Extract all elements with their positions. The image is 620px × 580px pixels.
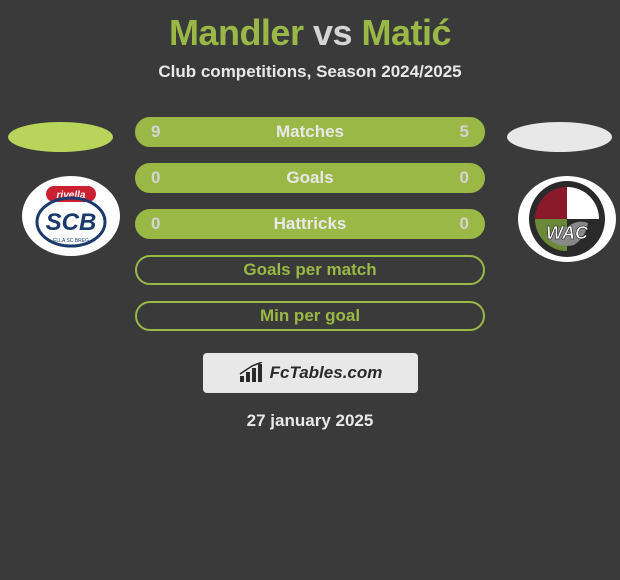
title-player2: Matić [362,12,452,53]
stat-left-value: 9 [151,122,160,142]
stat-right-value: 0 [460,214,469,234]
stat-label: Goals per match [243,260,376,280]
stat-row-min-per-goal: Min per goal [135,301,485,331]
stat-row-goals-per-match: Goals per match [135,255,485,285]
player2-club-logo: WAC [518,176,616,262]
subtitle: Club competitions, Season 2024/2025 [0,62,620,82]
svg-text:ELLA SC BREG: ELLA SC BREG [53,238,89,244]
stat-row-hattricks: 0 Hattricks 0 [135,209,485,239]
wac-logo-icon: WAC [524,179,610,259]
stat-label: Goals [286,168,333,188]
svg-text:SCB: SCB [46,209,97,236]
comparison-card: Mandler vs Matić Club competitions, Seas… [0,0,620,431]
player1-badge [8,122,113,152]
stat-label: Min per goal [260,306,360,326]
stat-right-value: 5 [460,122,469,142]
stat-right-value: 0 [460,168,469,188]
date-text: 27 january 2025 [0,411,620,431]
svg-text:WAC: WAC [546,223,589,243]
scb-logo-icon: rivella SCB ELLA SC BREG [32,182,110,250]
stat-label: Hattricks [274,214,347,234]
stat-left-value: 0 [151,214,160,234]
stats-list: 9 Matches 5 0 Goals 0 0 Hattricks 0 Goal… [135,117,485,331]
title-player1: Mandler [169,12,304,53]
brand-text: FcTables.com [270,363,383,383]
player1-club-logo: rivella SCB ELLA SC BREG [22,176,120,256]
page-title: Mandler vs Matić [0,0,620,62]
brand-badge: FcTables.com [203,353,418,393]
player2-badge [507,122,612,152]
title-vs: vs [303,12,361,53]
stat-left-value: 0 [151,168,160,188]
stat-label: Matches [276,122,344,142]
stat-row-matches: 9 Matches 5 [135,117,485,147]
stat-row-goals: 0 Goals 0 [135,163,485,193]
chart-icon [238,362,264,384]
